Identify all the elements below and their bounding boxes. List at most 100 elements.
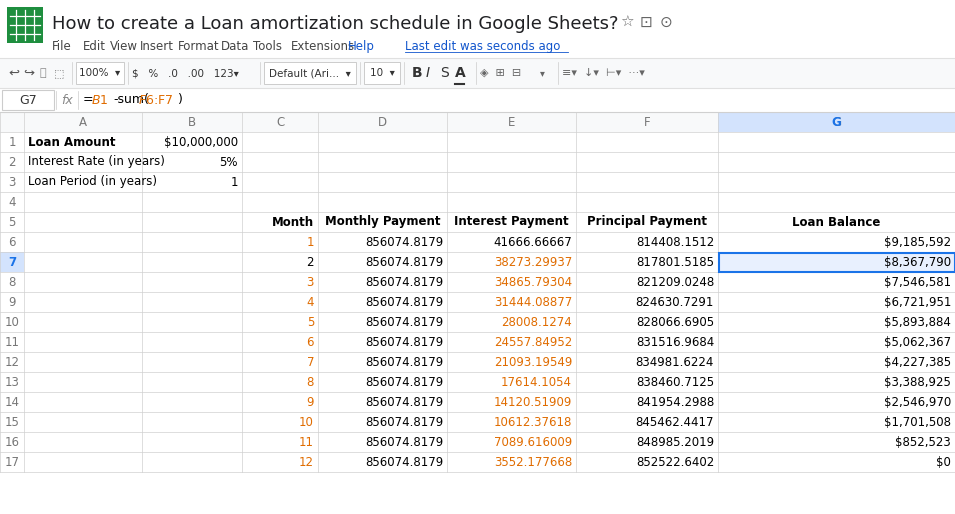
- Text: D: D: [378, 116, 387, 128]
- Text: 838460.7125: 838460.7125: [636, 376, 714, 389]
- Text: $7,546,581: $7,546,581: [884, 276, 951, 288]
- Text: 856074.8179: 856074.8179: [365, 255, 443, 268]
- Text: 9: 9: [9, 296, 15, 308]
- Text: 2: 2: [9, 156, 15, 169]
- Text: 6: 6: [9, 235, 15, 248]
- Text: 848985.2019: 848985.2019: [636, 435, 714, 449]
- Text: 856074.8179: 856074.8179: [365, 235, 443, 248]
- Bar: [0, 112, 955, 132]
- Text: 24557.84952: 24557.84952: [494, 336, 572, 348]
- Text: 2: 2: [307, 255, 314, 268]
- Text: Insert: Insert: [140, 40, 174, 53]
- Text: ≡▾  ↓▾  ⊢▾  ···▾: ≡▾ ↓▾ ⊢▾ ···▾: [562, 68, 645, 78]
- Text: 8: 8: [307, 376, 314, 389]
- Text: 856074.8179: 856074.8179: [365, 455, 443, 468]
- Text: $6,721,951: $6,721,951: [883, 296, 951, 308]
- Bar: [0, 0, 955, 58]
- Text: How to create a Loan amortization schedule in Google Sheets?: How to create a Loan amortization schedu…: [52, 15, 619, 33]
- Text: 21093.19549: 21093.19549: [494, 356, 572, 369]
- Bar: [0, 232, 955, 252]
- Text: 4: 4: [9, 195, 15, 209]
- Text: 28008.1274: 28008.1274: [501, 316, 572, 328]
- Text: Monthly Payment: Monthly Payment: [325, 215, 440, 229]
- Text: ⬚: ⬚: [54, 68, 65, 78]
- Text: 852522.6402: 852522.6402: [636, 455, 714, 468]
- Text: 1: 1: [9, 136, 15, 149]
- Text: $3,388,925: $3,388,925: [884, 376, 951, 389]
- Bar: [0, 272, 955, 292]
- Bar: [0, 132, 955, 152]
- Text: 824630.7291: 824630.7291: [636, 296, 714, 308]
- Text: G7: G7: [19, 94, 37, 106]
- Text: A: A: [455, 66, 466, 80]
- Text: 34865.79304: 34865.79304: [494, 276, 572, 288]
- Text: $4,227,385: $4,227,385: [884, 356, 951, 369]
- Bar: [0, 172, 955, 192]
- Text: Last edit was seconds ago: Last edit was seconds ago: [405, 40, 561, 53]
- Text: File: File: [52, 40, 72, 53]
- Text: $   %   .0   .00   123▾: $ % .0 .00 123▾: [132, 68, 239, 78]
- Text: Tools: Tools: [253, 40, 282, 53]
- Text: 3552.177668: 3552.177668: [494, 455, 572, 468]
- Text: 31444.08877: 31444.08877: [494, 296, 572, 308]
- Bar: [0, 332, 955, 352]
- Text: 845462.4417: 845462.4417: [635, 415, 714, 429]
- Text: -sum(: -sum(: [113, 94, 149, 106]
- Text: $8,367,790: $8,367,790: [884, 255, 951, 268]
- Text: Extensions: Extensions: [291, 40, 355, 53]
- Bar: [364, 62, 400, 84]
- Text: $B$1: $B$1: [91, 94, 108, 106]
- Text: 856074.8179: 856074.8179: [365, 376, 443, 389]
- Text: 10  ▾: 10 ▾: [370, 68, 394, 78]
- Text: ⊡: ⊡: [640, 15, 653, 30]
- Text: Loan Period (in years): Loan Period (in years): [28, 175, 157, 189]
- Text: $10,000,000: $10,000,000: [164, 136, 238, 149]
- Bar: [0, 88, 955, 112]
- Text: F: F: [644, 116, 650, 128]
- Text: 8: 8: [9, 276, 15, 288]
- Text: 10: 10: [5, 316, 19, 328]
- Bar: [0, 392, 955, 412]
- Text: I: I: [426, 66, 430, 80]
- Bar: [0, 252, 955, 272]
- Text: 7: 7: [8, 255, 16, 268]
- Text: S: S: [440, 66, 449, 80]
- Text: 17614.1054: 17614.1054: [501, 376, 572, 389]
- Bar: [264, 62, 356, 84]
- Text: G: G: [832, 116, 841, 128]
- Text: 856074.8179: 856074.8179: [365, 435, 443, 449]
- Text: 834981.6224: 834981.6224: [636, 356, 714, 369]
- Bar: [0, 192, 955, 212]
- Text: C: C: [276, 116, 285, 128]
- Text: ↪: ↪: [23, 66, 34, 80]
- Text: 12: 12: [299, 455, 314, 468]
- Text: Format: Format: [178, 40, 220, 53]
- Text: ☆: ☆: [620, 15, 633, 30]
- Text: 831516.9684: 831516.9684: [636, 336, 714, 348]
- Text: 16: 16: [5, 435, 19, 449]
- Text: ▾: ▾: [540, 68, 545, 78]
- Text: E: E: [508, 116, 515, 128]
- Text: 856074.8179: 856074.8179: [365, 296, 443, 308]
- Text: 817801.5185: 817801.5185: [636, 255, 714, 268]
- Text: ): ): [178, 94, 182, 106]
- Text: 856074.8179: 856074.8179: [365, 336, 443, 348]
- Bar: [0, 252, 24, 272]
- Text: Help: Help: [348, 40, 375, 53]
- Bar: [0, 58, 955, 88]
- Bar: [718, 252, 954, 271]
- Text: ⊙: ⊙: [660, 15, 672, 30]
- Text: 17: 17: [5, 455, 19, 468]
- Text: $1,701,508: $1,701,508: [884, 415, 951, 429]
- Bar: [0, 432, 955, 452]
- Text: fx: fx: [61, 94, 73, 106]
- Bar: [7, 7, 43, 43]
- Text: B: B: [412, 66, 423, 80]
- Text: Data: Data: [221, 40, 249, 53]
- Text: 7: 7: [307, 356, 314, 369]
- Text: 821209.0248: 821209.0248: [636, 276, 714, 288]
- Text: 856074.8179: 856074.8179: [365, 415, 443, 429]
- Text: 1: 1: [230, 175, 238, 189]
- Bar: [0, 352, 955, 372]
- Bar: [0, 292, 955, 312]
